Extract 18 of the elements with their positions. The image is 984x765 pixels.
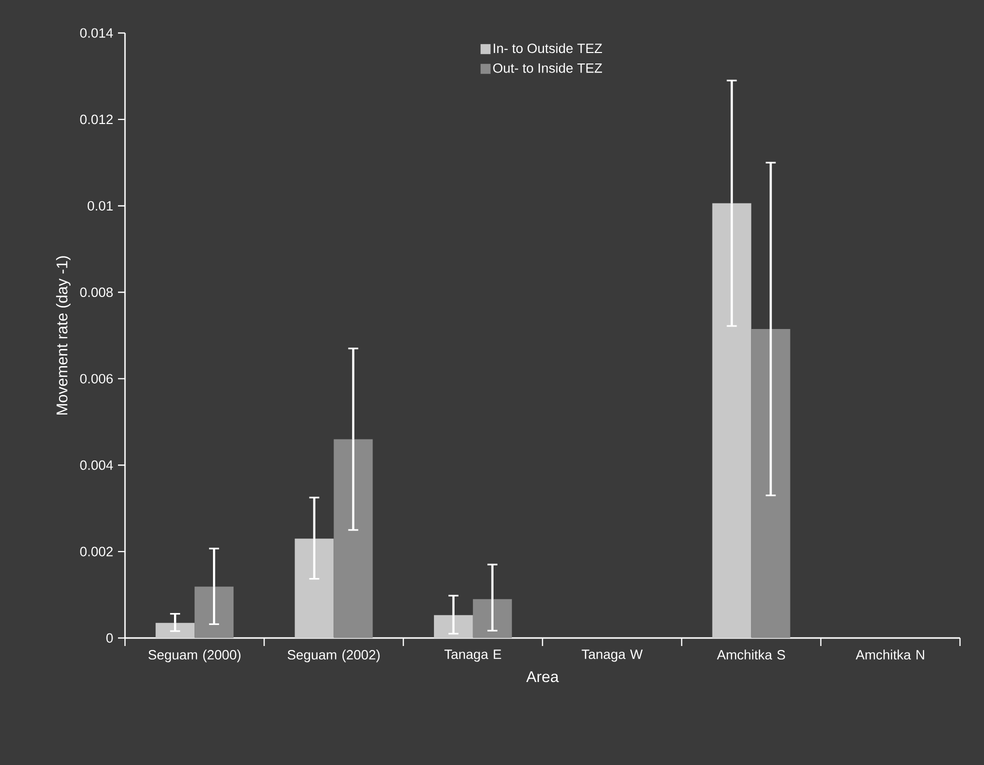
y-tick-label: 0.002 (80, 546, 113, 556)
y-tick-label: 0.008 (80, 288, 113, 298)
x-tick-label: Tanaga E (444, 650, 502, 662)
y-tick-label: 0.004 (80, 460, 113, 470)
y-tick-label: 0 (106, 633, 113, 643)
x-tick-label: Tanaga W (582, 650, 643, 662)
x-axis-title: Area (526, 671, 559, 682)
x-tick-label: Seguam (2000) (148, 650, 240, 662)
y-tick-label: 0.012 (80, 114, 113, 124)
y-tick-label: 0.01 (88, 201, 113, 211)
legend-label: In- to Outside TEZ (494, 43, 602, 54)
x-tick-label: Amchitka S (716, 650, 786, 660)
y-tick-label: 0.006 (80, 374, 113, 384)
y-axis-title: Movement rate (day -1) (56, 256, 70, 414)
x-tick-label: Seguam (2002) (288, 650, 380, 662)
y-tick-label: 0.014 (80, 28, 113, 38)
legend-label: Out- to Inside TEZ (493, 62, 602, 73)
x-tick-label: Amchitka N (856, 650, 924, 660)
